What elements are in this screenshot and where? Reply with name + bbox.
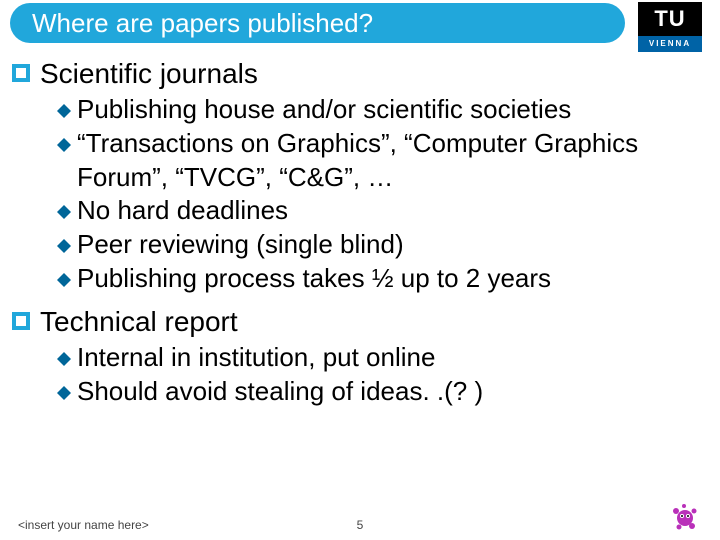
list-item: Peer reviewing (single blind) bbox=[56, 228, 700, 262]
l2-text: Publishing process takes ½ up to 2 years bbox=[77, 262, 551, 296]
list-item: No hard deadlines bbox=[56, 194, 700, 228]
diamond-bullet-icon bbox=[56, 351, 72, 367]
l1-heading: Technical report bbox=[40, 304, 238, 339]
square-bullet-icon bbox=[12, 64, 30, 82]
list-item: Internal in institution, put online bbox=[56, 341, 700, 375]
list-item: “Transactions on Graphics”, “Computer Gr… bbox=[56, 127, 700, 195]
sub-list: Internal in institution, put online Shou… bbox=[56, 341, 700, 409]
list-item: Technical report bbox=[12, 304, 700, 339]
list-item: Publishing process takes ½ up to 2 years bbox=[56, 262, 700, 296]
square-bullet-icon bbox=[12, 312, 30, 330]
l2-text: Peer reviewing (single blind) bbox=[77, 228, 404, 262]
sub-list: Publishing house and/or scientific socie… bbox=[56, 93, 700, 296]
diamond-bullet-icon bbox=[56, 238, 72, 254]
diamond-bullet-icon bbox=[56, 204, 72, 220]
list-item: Should avoid stealing of ideas. .(? ) bbox=[56, 375, 700, 409]
l2-text: “Transactions on Graphics”, “Computer Gr… bbox=[77, 127, 700, 195]
l2-text: Publishing house and/or scientific socie… bbox=[77, 93, 571, 127]
logo-text-top: TU bbox=[638, 2, 702, 36]
footer-page-number: 5 bbox=[357, 518, 364, 532]
l1-heading: Scientific journals bbox=[40, 56, 258, 91]
splat-logo-icon bbox=[670, 502, 700, 532]
institution-logo: TU VIENNA bbox=[638, 2, 702, 56]
list-item: Publishing house and/or scientific socie… bbox=[56, 93, 700, 127]
diamond-bullet-icon bbox=[56, 385, 72, 401]
footer-author: <insert your name here> bbox=[18, 518, 149, 532]
list-item: Scientific journals bbox=[12, 56, 700, 91]
l2-text: No hard deadlines bbox=[77, 194, 288, 228]
slide-title: Where are papers published? bbox=[32, 8, 373, 39]
title-bar: Where are papers published? bbox=[10, 3, 625, 43]
l2-text: Should avoid stealing of ideas. .(? ) bbox=[77, 375, 483, 409]
diamond-bullet-icon bbox=[56, 103, 72, 119]
slide-footer: <insert your name here> 5 bbox=[18, 518, 702, 532]
diamond-bullet-icon bbox=[56, 272, 72, 288]
logo-text-sub: VIENNA bbox=[638, 36, 702, 52]
diamond-bullet-icon bbox=[56, 137, 72, 153]
l2-text: Internal in institution, put online bbox=[77, 341, 435, 375]
slide-content: Scientific journals Publishing house and… bbox=[12, 56, 700, 416]
